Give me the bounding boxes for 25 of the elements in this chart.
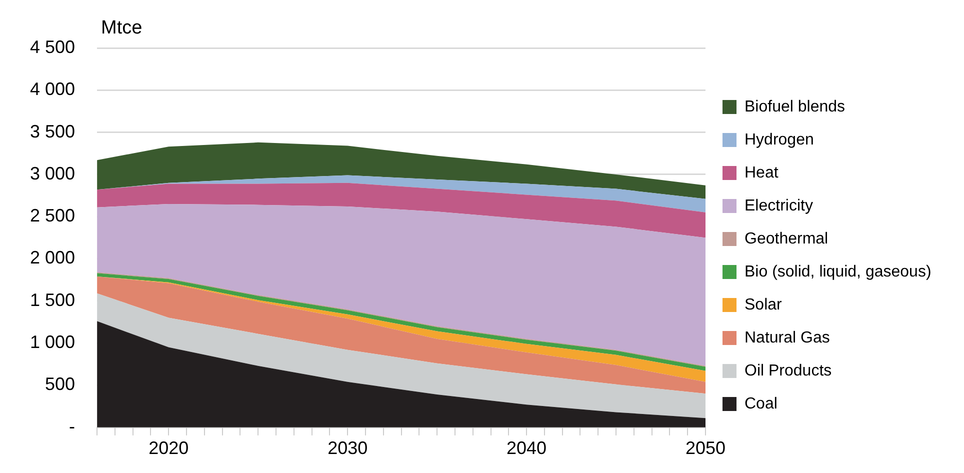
x-tick-label: 2030	[328, 438, 368, 458]
legend-label: Heat	[744, 164, 779, 182]
x-tick-label: 2020	[148, 438, 189, 458]
legend-label: Hydrogen	[744, 131, 814, 148]
legend-label: Coal	[744, 395, 778, 412]
legend-label: Solar	[744, 296, 783, 314]
y-tick-label: 500	[44, 374, 76, 394]
y-tick-label: 3 000	[30, 163, 76, 184]
legend-label: Natural Gas	[744, 329, 830, 346]
x-tick-label: 2040	[506, 438, 547, 458]
y-tick-label: 4 500	[30, 36, 76, 57]
legend-label: Bio (solid, liquid, gaseous)	[744, 263, 932, 280]
y-tick-label: 2 000	[30, 248, 76, 268]
y-tick-label: 4 000	[30, 79, 76, 100]
y-tick-label: -	[69, 416, 76, 436]
y-tick-label: 3 500	[30, 121, 76, 142]
legend-label: Oil Products	[744, 362, 832, 380]
legend-label: Biofuel blends	[744, 98, 846, 116]
y-axis-title: Mtce	[101, 18, 142, 39]
y-tick-label: 1 500	[30, 290, 76, 310]
y-tick-label: 2 500	[30, 206, 76, 226]
legend-label: Geothermal	[744, 230, 828, 248]
legend-label: Electricity	[744, 197, 813, 214]
y-tick-label: 1 000	[30, 332, 76, 352]
x-tick-label: 2050	[685, 438, 726, 458]
